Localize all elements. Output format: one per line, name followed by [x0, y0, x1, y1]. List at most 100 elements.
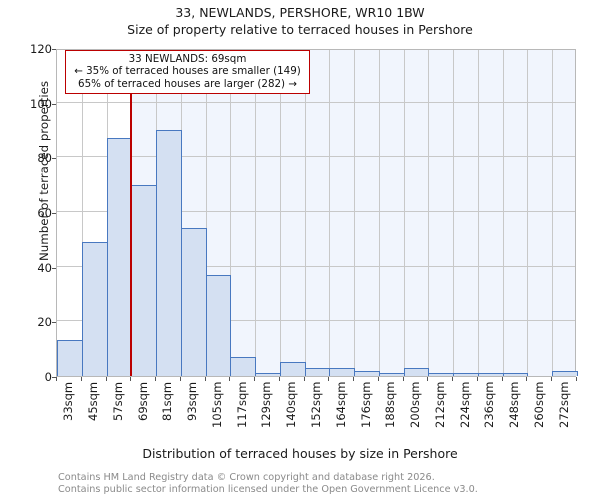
x-axis-tick-mark	[328, 377, 330, 381]
x-axis-tick-mark	[526, 377, 528, 381]
y-axis-tick-mark	[52, 49, 56, 50]
histogram-bar	[280, 362, 306, 376]
x-axis-tick-label: 152sqm	[309, 382, 323, 429]
chart-subtitle: Size of property relative to terraced ho…	[127, 22, 473, 37]
histogram-bar	[107, 138, 132, 376]
y-axis-tick-label: 0	[44, 370, 52, 384]
histogram-bar	[82, 242, 108, 376]
annotation-line-1: 33 NEWLANDS: 69sqm	[128, 53, 247, 65]
page-title: 33, NEWLANDS, PERSHORE, WR10 1BW	[175, 5, 425, 20]
histogram-bar	[428, 373, 454, 376]
x-axis-tick-label: 93sqm	[185, 382, 200, 422]
histogram-bar	[156, 130, 182, 376]
histogram-bar	[131, 184, 157, 376]
chart-title-block: 33, NEWLANDS, PERSHORE, WR10 1BW Size of…	[0, 4, 600, 38]
x-axis-tick-label: 57sqm	[110, 382, 125, 422]
y-axis-tick-label: 80	[37, 151, 52, 166]
annotation-line-2: ← 35% of terraced houses are smaller (14…	[74, 65, 301, 78]
histogram-bar	[503, 373, 528, 376]
histogram-bar	[354, 370, 380, 376]
x-axis-tick-label: 69sqm	[135, 382, 150, 422]
x-axis-tick-mark	[105, 377, 107, 381]
gridline-horizontal	[57, 320, 575, 322]
y-axis-label: Number of terraced properties	[37, 80, 51, 262]
x-axis-tick-mark	[402, 377, 404, 381]
gridline-vertical	[230, 50, 231, 376]
y-axis-tick-label: 60	[37, 206, 52, 220]
x-axis-tick-label: 105sqm	[209, 382, 224, 429]
x-axis-tick-mark	[80, 377, 82, 381]
x-axis-tick-label: 260sqm	[531, 382, 546, 429]
annotation-box: 33 NEWLANDS: 69sqm ← 35% of terraced hou…	[65, 50, 310, 95]
histogram-bar	[379, 373, 405, 376]
property-size-marker-line	[130, 50, 133, 376]
x-axis-tick-mark	[155, 377, 157, 381]
histogram-bar	[453, 373, 479, 376]
gridline-vertical	[404, 50, 405, 376]
gridline-vertical	[206, 50, 207, 376]
x-axis-tick-label: 236sqm	[482, 382, 497, 429]
gridline-vertical	[305, 50, 306, 376]
gridline-vertical	[354, 50, 355, 376]
footer-line-1: Contains HM Land Registry data © Crown c…	[58, 472, 435, 483]
x-axis-tick-mark	[377, 377, 379, 381]
y-axis-tick-label: 100	[30, 96, 52, 111]
x-axis-tick-mark	[179, 377, 181, 381]
plot-area	[56, 49, 578, 377]
y-axis-tick-mark	[52, 267, 56, 269]
footer-line-2: Contains public sector information licen…	[58, 483, 478, 495]
histogram-bar	[552, 370, 578, 376]
gridline-vertical	[379, 50, 380, 376]
x-axis-tick-label: 188sqm	[383, 382, 398, 429]
gridline-horizontal	[57, 265, 575, 267]
x-axis-tick-mark	[303, 377, 305, 381]
x-axis-tick-mark	[204, 377, 206, 381]
y-axis-tick-label: 20	[37, 315, 52, 330]
y-axis-tick-mark	[52, 158, 56, 160]
x-axis-tick-label: 45sqm	[86, 382, 101, 422]
x-axis-tick-label: 164sqm	[333, 382, 348, 429]
gridline-vertical	[503, 50, 504, 376]
x-axis-tick-mark	[427, 377, 429, 381]
y-axis-tick-mark	[52, 377, 56, 378]
gridline-vertical	[329, 50, 330, 376]
x-axis-tick-label: 248sqm	[507, 382, 522, 429]
y-axis-tick-label: 120	[30, 42, 52, 56]
x-axis-tick-mark	[56, 377, 57, 381]
gridline-vertical	[478, 50, 479, 376]
x-axis-tick-mark	[551, 377, 553, 381]
x-axis-tick-label: 117sqm	[234, 382, 249, 429]
histogram-bar	[181, 228, 207, 376]
histogram-bar	[230, 356, 256, 376]
histogram-bar	[478, 373, 504, 376]
y-axis-tick-mark	[52, 322, 56, 324]
y-axis-tick-label: 40	[37, 260, 52, 275]
gridline-vertical	[453, 50, 454, 376]
x-axis-tick-mark	[130, 377, 132, 381]
x-axis-tick-label: 140sqm	[284, 382, 299, 429]
x-axis-tick-label: 200sqm	[408, 382, 423, 429]
x-axis-tick-mark	[452, 377, 454, 381]
gridline-horizontal	[57, 211, 575, 212]
histogram-bar	[329, 367, 355, 376]
gridline-horizontal	[57, 101, 575, 103]
x-axis-tick-label: 81sqm	[160, 382, 175, 422]
gridline-vertical	[527, 50, 528, 376]
histogram-bar	[255, 373, 281, 376]
gridline-vertical	[552, 50, 553, 376]
x-axis-tick-mark	[353, 377, 355, 381]
x-axis-tick-label: 176sqm	[358, 382, 373, 429]
x-axis-label: Distribution of terraced houses by size …	[142, 446, 458, 461]
x-axis-tick-label: 33sqm	[61, 382, 76, 422]
gridline-vertical	[280, 50, 281, 376]
gridline-horizontal	[57, 156, 575, 158]
x-axis-tick-mark	[501, 377, 503, 381]
x-axis-tick-mark	[254, 377, 256, 381]
gridline-vertical	[255, 50, 256, 376]
y-axis-tick-mark	[52, 103, 56, 105]
x-axis-tick-mark	[278, 377, 280, 381]
annotation-line-3: 65% of terraced houses are larger (282) …	[78, 77, 297, 90]
attribution-footer: Contains HM Land Registry data © Crown c…	[58, 472, 598, 495]
histogram-bar	[57, 340, 83, 376]
